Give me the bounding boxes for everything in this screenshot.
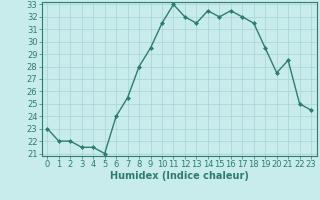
X-axis label: Humidex (Indice chaleur): Humidex (Indice chaleur) — [110, 171, 249, 181]
